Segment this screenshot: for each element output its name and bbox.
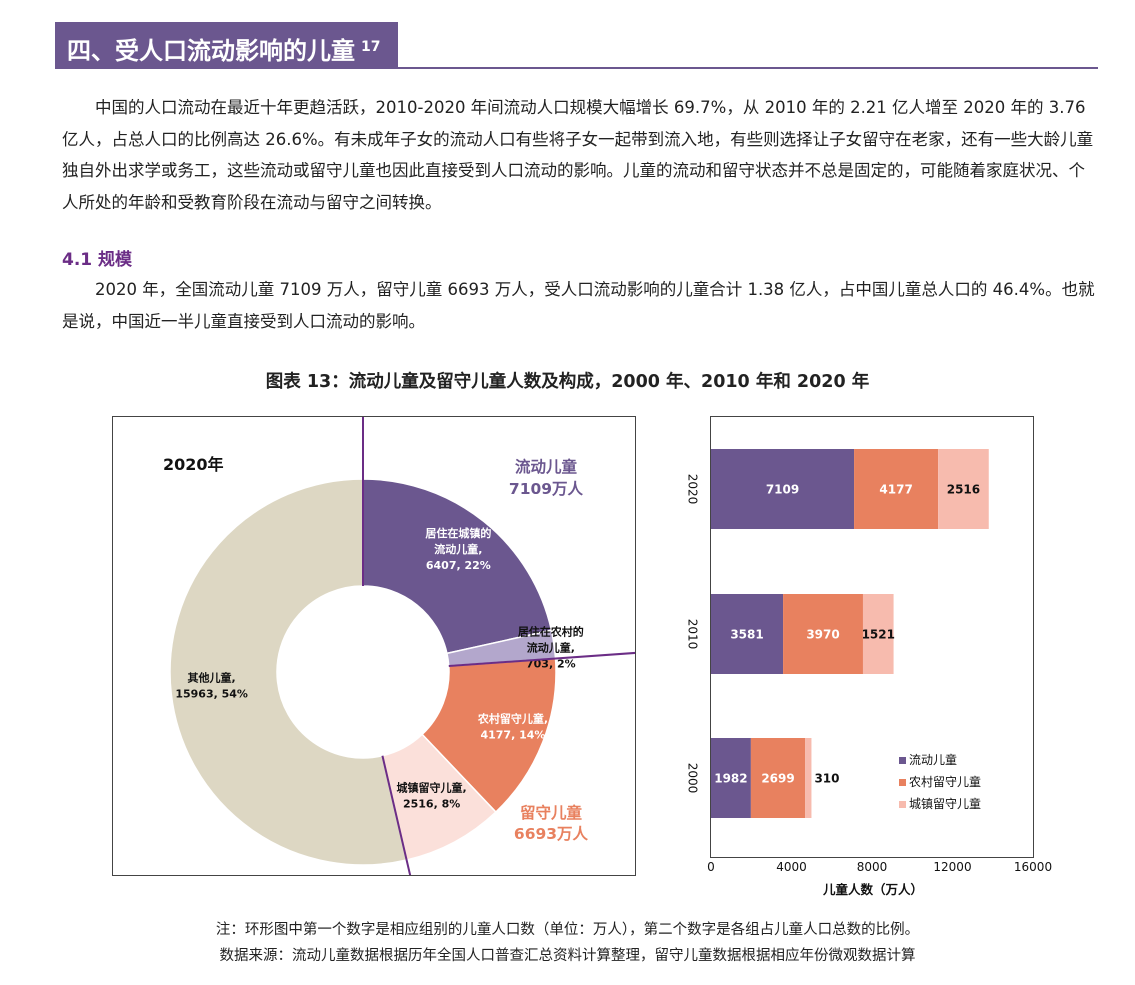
legend-swatch (899, 757, 906, 764)
slice-label: 4177, 14% (480, 728, 545, 741)
intro-paragraph: 中国的人口流动在最近十年更趋活跃，2010-2020 年间流动人口规模大幅增长 … (62, 98, 1094, 212)
header-rule (55, 67, 1098, 69)
slice-label: 6407, 22% (426, 559, 491, 572)
x-tick-label: 4000 (776, 860, 807, 874)
slice-label: 15963, 54% (175, 687, 248, 700)
slice-label: 居住在农村的 (518, 624, 584, 638)
x-axis-title: 儿童人数（万人） (822, 882, 923, 897)
bar-segment[interactable] (711, 594, 784, 674)
legend-label: 流动儿童 (909, 752, 957, 767)
footnote-number[interactable]: 17 (361, 39, 381, 55)
bar-segment[interactable] (938, 449, 989, 529)
bar-segment[interactable] (805, 738, 812, 818)
bar-data-label: 2516 (947, 483, 980, 497)
group-value-migrant: 7109万人 (509, 480, 584, 498)
x-tick-label: 8000 (857, 860, 888, 874)
legend-label: 农村留守儿童 (909, 774, 981, 789)
legend-swatch (899, 801, 906, 808)
donut-chart: 2020年 流动儿童 7109万人 留守儿童 6693万人 居住在城镇的流动儿童… (163, 407, 643, 931)
chart-note: 注：环形图中第一个数字是相应组别的儿童人口数（单位：万人），第二个数字是各组占儿… (215, 922, 920, 938)
slice-label: 农村留守儿童, (477, 711, 548, 725)
bar-data-label: 1521 (862, 628, 895, 642)
slice-label: 居住在城镇的 (425, 526, 491, 540)
legend-swatch (899, 779, 906, 786)
bar-segment[interactable] (711, 738, 751, 818)
x-tick-label: 0 (707, 860, 715, 874)
bar-data-label: 310 (814, 772, 839, 786)
bar-segment[interactable] (862, 594, 894, 674)
x-tick-label: 16000 (1014, 860, 1052, 874)
y-tick-label: 2000 (686, 763, 700, 794)
donut-chart-title: 2020年 (163, 455, 224, 474)
bar-data-label: 4177 (879, 483, 912, 497)
bar-data-label: 2699 (761, 772, 794, 786)
figure-title: 图表 13：流动儿童及留守儿童人数及构成，2000 年、2010 年和 2020… (265, 372, 870, 392)
y-tick-label: 2010 (686, 619, 700, 650)
section-title: 四、受人口流动影响的儿童 17 (67, 37, 381, 65)
group-label-left-behind: 留守儿童 (520, 803, 583, 822)
data-source: 数据来源：流动儿童数据根据历年全国人口普查汇总资料计算整理，留守儿童数据根据相应… (219, 948, 916, 964)
x-tick-label: 12000 (933, 860, 971, 874)
bar-data-label: 7109 (766, 483, 799, 497)
bar-data-label: 3581 (730, 628, 763, 642)
bar-data-label: 1982 (714, 772, 747, 786)
group-value-left-behind: 6693万人 (514, 825, 589, 843)
bar-segment[interactable] (711, 449, 855, 529)
slice-label: 其他儿童, (188, 670, 236, 684)
legend-label: 城镇留守儿童 (909, 796, 981, 811)
donut-slice[interactable] (169, 478, 408, 866)
donut-slice[interactable] (421, 657, 557, 814)
bar-data-label: 3970 (806, 628, 839, 642)
slice-label: 流动儿童, (527, 640, 575, 654)
donut-slice[interactable] (362, 478, 553, 655)
stacked-bar-chart: 儿童人数（万人） 7109 4177 2516 2020 3581 3970 1521 201… (686, 449, 1052, 897)
bar-segment[interactable] (750, 738, 806, 818)
slice-label: 2516, 8% (403, 798, 460, 811)
group-divider-line (448, 651, 643, 667)
section-header: 四、受人口流动影响的儿童 17 (55, 22, 398, 68)
y-tick-label: 2020 (686, 474, 700, 505)
slice-label: 城镇留守儿童, (397, 781, 467, 795)
bar-segment[interactable] (783, 594, 863, 674)
scale-paragraph: 2020 年，全国流动儿童 7109 万人，留守儿童 6693 万人，受人口流动… (62, 280, 1095, 331)
slice-label: 流动儿童, (434, 542, 482, 556)
subsection-title: 4.1 规模 (62, 250, 133, 270)
group-label-migrant: 流动儿童 (515, 457, 578, 476)
bar-segment[interactable] (854, 449, 939, 529)
donut-chart-panel: 2020年 流动儿童 7109万人 留守儿童 6693万人 居住在城镇的 流动儿童… (112, 407, 643, 931)
